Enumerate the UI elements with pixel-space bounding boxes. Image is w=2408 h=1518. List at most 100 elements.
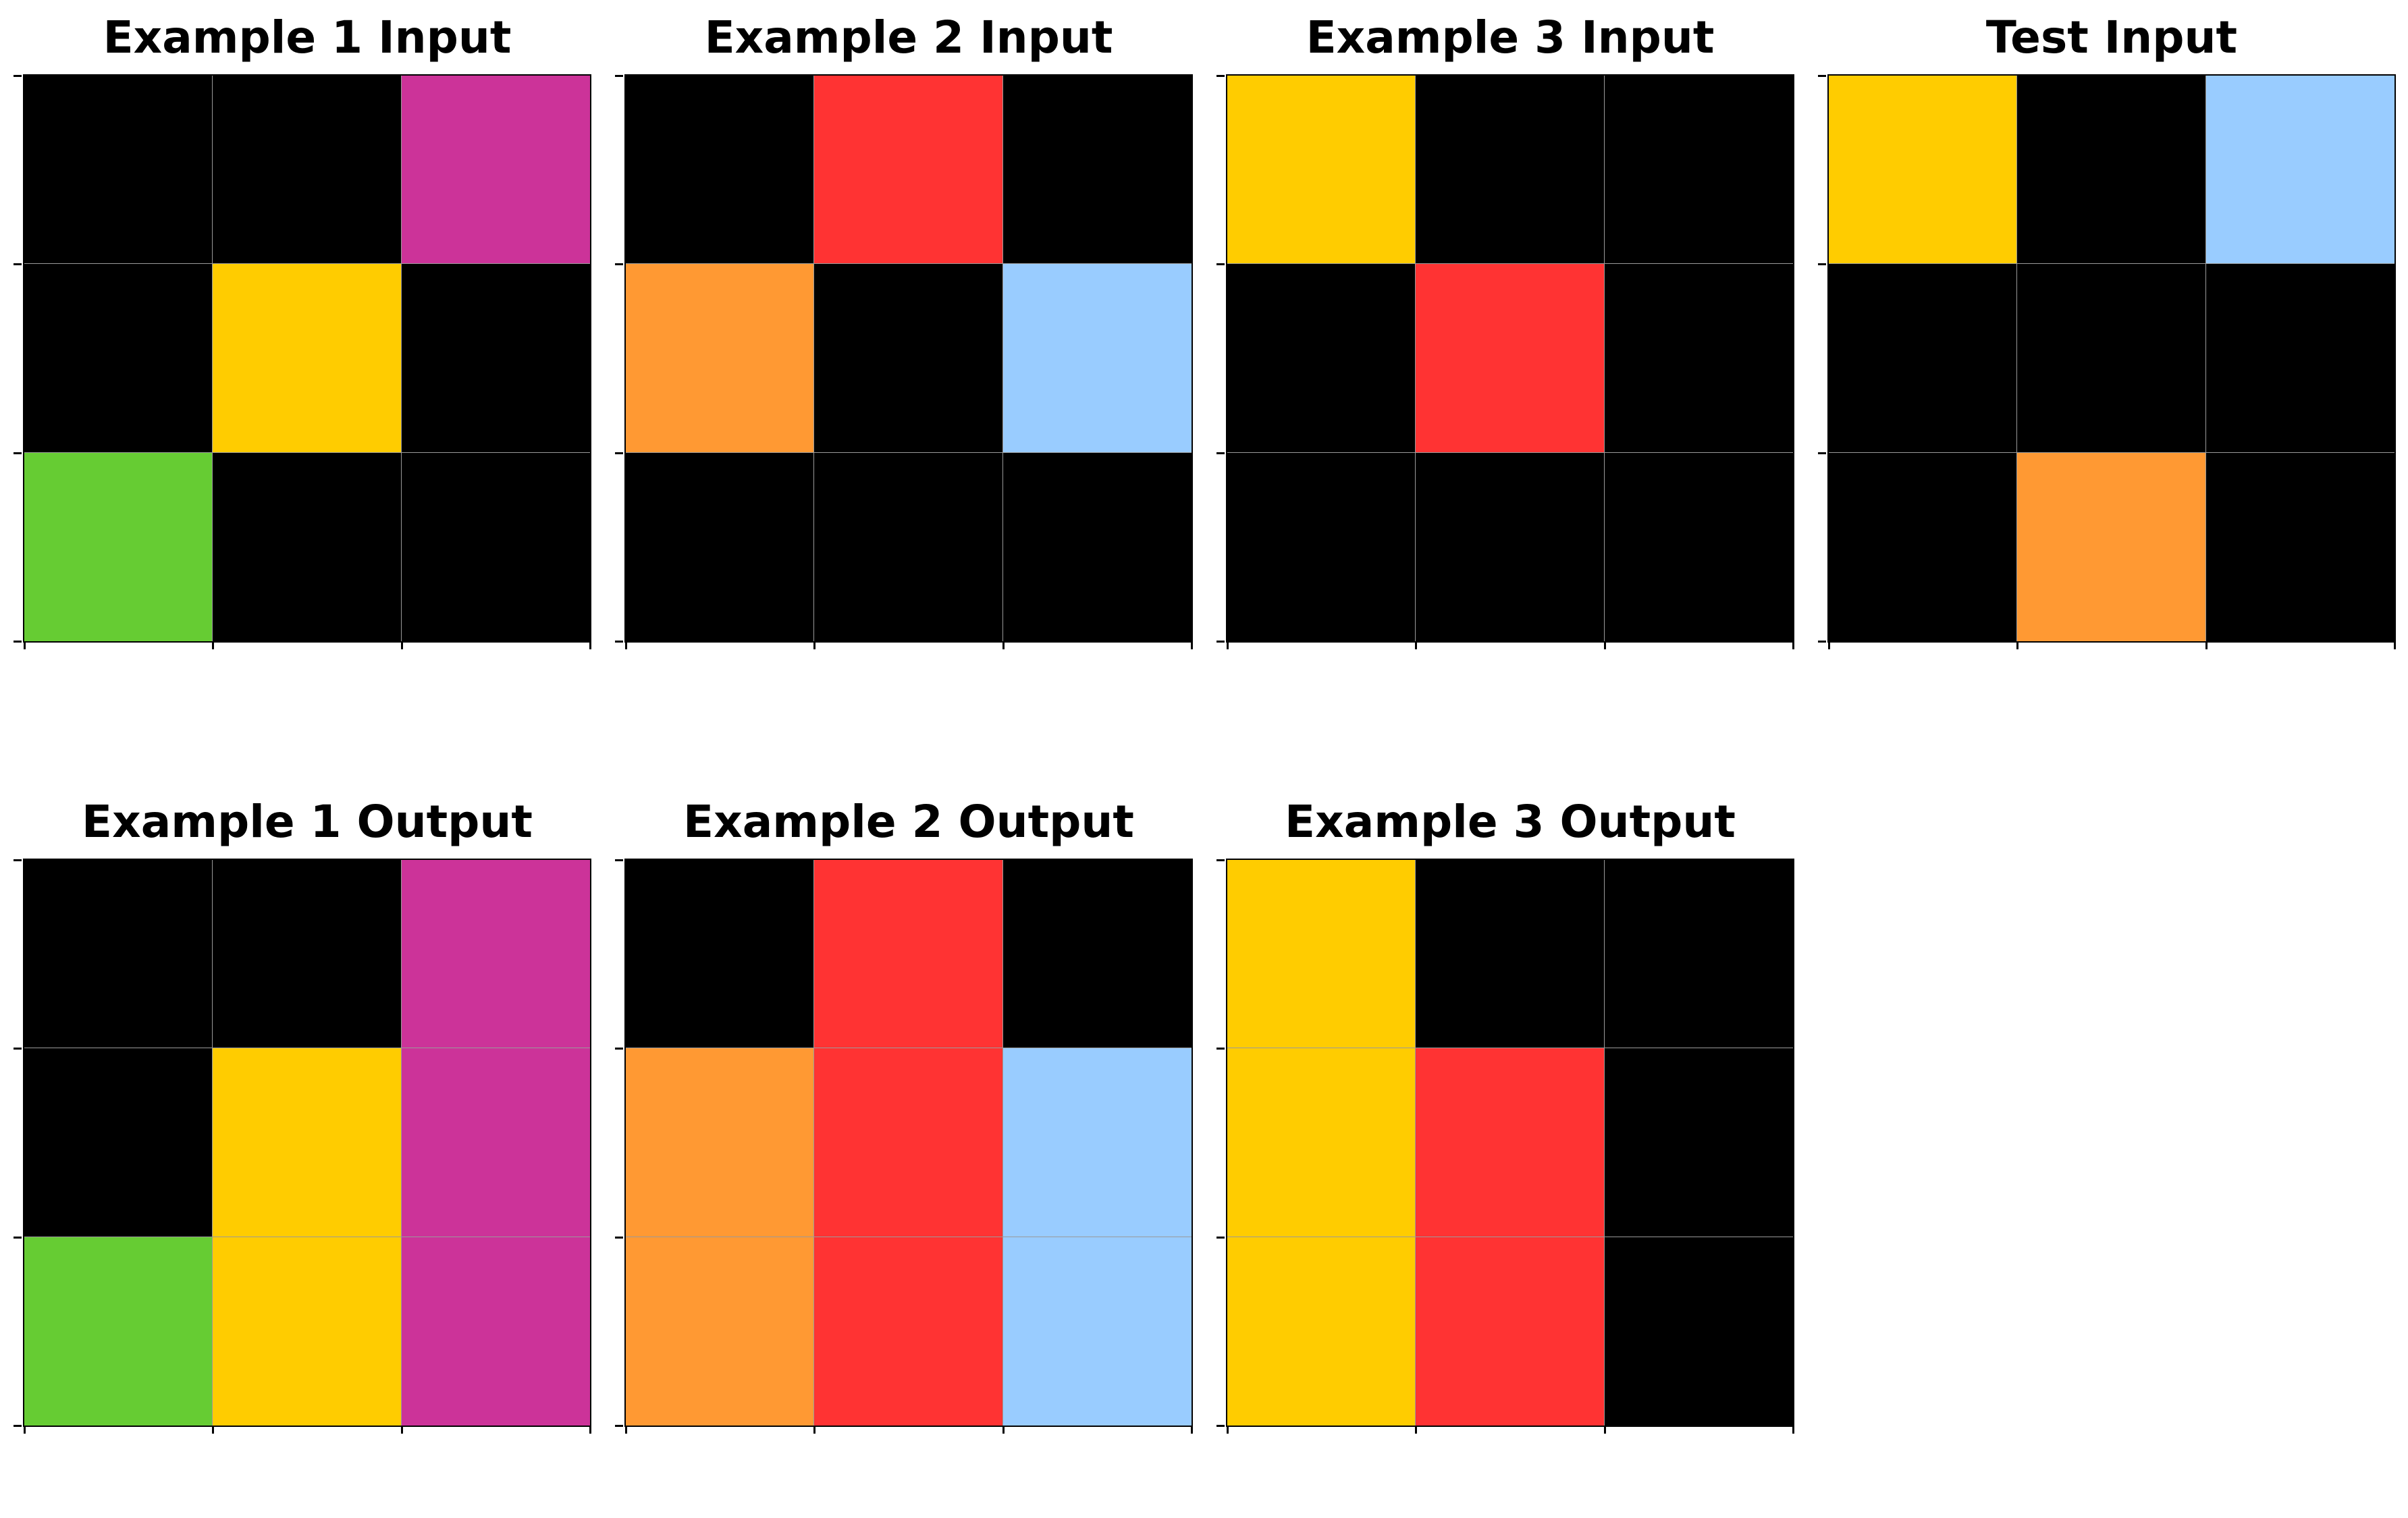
- axis-tick: [1216, 859, 1225, 861]
- axis-tick: [24, 641, 26, 649]
- grid-cell: [24, 1237, 213, 1426]
- grid-cell: [626, 1048, 815, 1237]
- grid-cell: [1227, 264, 1416, 453]
- grid: [23, 859, 591, 1427]
- grid-cell: [814, 452, 1003, 641]
- grid-cell: [24, 1048, 213, 1237]
- grid-cell: [401, 264, 590, 453]
- grid-cell: [24, 76, 213, 265]
- axis-tick: [400, 641, 403, 649]
- example-1-input-panel: Example 1 Input: [14, 4, 591, 652]
- axis-tick: [1216, 263, 1225, 266]
- grid-cell: [1604, 264, 1793, 453]
- grid-cell: [814, 860, 1003, 1049]
- axis-tick: [1227, 641, 1229, 649]
- axis-tick: [1002, 1426, 1005, 1434]
- grid: [1226, 859, 1794, 1427]
- example-1-output-panel: Example 1 Output: [14, 788, 591, 1436]
- grid-cell: [1227, 1048, 1416, 1237]
- grid-cell: [814, 1237, 1003, 1426]
- axis-tick: [1216, 1048, 1225, 1050]
- panel-title: Example 2 Output: [683, 796, 1134, 848]
- grid-cell: [213, 76, 402, 265]
- axis-tick: [1227, 1426, 1229, 1434]
- grid-cell: [1227, 860, 1416, 1049]
- grid-cell: [401, 452, 590, 641]
- grid-cell: [213, 1237, 402, 1426]
- grid-cell: [2017, 452, 2206, 641]
- axis-tick: [615, 263, 623, 266]
- grid-cell: [401, 860, 590, 1049]
- panel-title: Example 3 Output: [1285, 796, 1736, 848]
- grid-cell: [213, 1048, 402, 1237]
- panel-title: Example 1 Input: [103, 11, 512, 63]
- grid-cell: [1227, 452, 1416, 641]
- grid-cell: [213, 860, 402, 1049]
- axis-tick: [589, 1426, 591, 1434]
- grid-cell: [1416, 860, 1605, 1049]
- grid: [23, 74, 591, 643]
- grid-cell: [2017, 264, 2206, 453]
- axis-tick: [1216, 641, 1225, 643]
- axis-tick: [14, 1425, 22, 1427]
- axis-tick: [615, 641, 623, 643]
- grid-cell: [814, 1048, 1003, 1237]
- grid-cell: [1604, 1237, 1793, 1426]
- axis-tick: [1792, 641, 1794, 649]
- axis-tick: [1828, 641, 1830, 649]
- example-2-output-panel: Example 2 Output: [615, 788, 1193, 1436]
- axis-tick: [625, 641, 627, 649]
- axis-tick: [615, 859, 623, 861]
- grid-cell: [1002, 1048, 1192, 1237]
- grid: [1827, 74, 2396, 643]
- axis-tick: [14, 263, 22, 266]
- panel-title: Example 3 Input: [1306, 11, 1715, 63]
- axis-tick: [813, 1426, 816, 1434]
- grid-cell: [401, 1237, 590, 1426]
- axis-tick: [615, 75, 623, 77]
- axis-tick: [1216, 1425, 1225, 1427]
- grid-cell: [1829, 452, 2018, 641]
- axis-tick: [813, 641, 816, 649]
- axis-tick: [1191, 641, 1193, 649]
- grid-cell: [1604, 860, 1793, 1049]
- grid-cell: [1604, 76, 1793, 265]
- axis-tick: [2394, 641, 2396, 649]
- grid-cell: [2205, 452, 2394, 641]
- axis-tick: [615, 1236, 623, 1239]
- panel-title: Example 1 Output: [82, 796, 533, 848]
- grid-cell: [1416, 1237, 1605, 1426]
- axis-tick: [212, 641, 215, 649]
- axis-tick: [14, 859, 22, 861]
- grid-cell: [1002, 860, 1192, 1049]
- axis-tick: [2205, 641, 2208, 649]
- grid-cell: [1002, 452, 1192, 641]
- axis-tick: [212, 1426, 215, 1434]
- grid-cell: [814, 264, 1003, 453]
- grid-cell: [2017, 76, 2206, 265]
- axis-tick: [1216, 75, 1225, 77]
- axis-tick: [1818, 75, 1826, 77]
- grid-cell: [213, 264, 402, 453]
- axis-tick: [1603, 1426, 1606, 1434]
- grid-cell: [626, 860, 815, 1049]
- example-3-input-panel: Example 3 Input: [1216, 4, 1794, 652]
- grid-cell: [1604, 452, 1793, 641]
- grid-cell: [1416, 76, 1605, 265]
- grid-cell: [1002, 264, 1192, 453]
- axis-tick: [589, 641, 591, 649]
- axis-tick: [1191, 1426, 1193, 1434]
- grid-cell: [626, 264, 815, 453]
- example-2-input-panel: Example 2 Input: [615, 4, 1193, 652]
- axis-tick: [1818, 641, 1826, 643]
- axis-tick: [615, 452, 623, 454]
- grid-cell: [401, 1048, 590, 1237]
- grid-cell: [1604, 1048, 1793, 1237]
- grid-cell: [1416, 452, 1605, 641]
- axis-tick: [625, 1426, 627, 1434]
- grid-cell: [213, 452, 402, 641]
- axis-tick: [615, 1048, 623, 1050]
- grid-cell: [1002, 76, 1192, 265]
- axis-tick: [14, 1236, 22, 1239]
- axis-tick: [1415, 1426, 1418, 1434]
